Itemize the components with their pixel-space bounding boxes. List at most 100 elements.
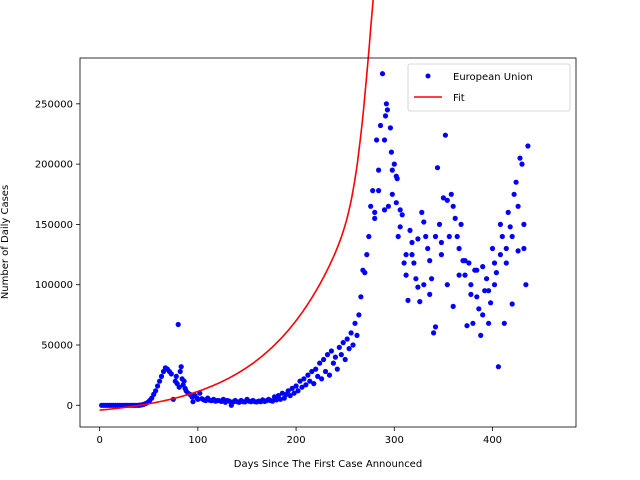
data-point (269, 398, 276, 404)
data-point (397, 224, 403, 230)
data-point (358, 294, 364, 300)
x-tick-label: 100 (188, 435, 207, 446)
data-point (348, 330, 354, 336)
data-point (440, 195, 446, 201)
data-point (332, 354, 338, 360)
data-point (456, 272, 462, 278)
data-point (432, 324, 439, 330)
data-point (315, 373, 321, 379)
data-point (421, 282, 427, 288)
data-point (491, 260, 498, 266)
data-point (403, 272, 409, 278)
data-point (503, 260, 509, 266)
data-point (173, 373, 179, 379)
data-point (413, 276, 419, 282)
data-point (382, 113, 389, 119)
data-point (366, 233, 372, 240)
data-point (346, 346, 352, 352)
data-point (397, 207, 403, 213)
data-point (421, 219, 427, 225)
data-point (155, 383, 161, 389)
data-point (525, 143, 531, 149)
data-point (466, 260, 472, 266)
data-point (387, 125, 393, 131)
data-point (444, 197, 450, 203)
data-point (168, 371, 174, 377)
data-point (393, 200, 399, 206)
data-point (177, 368, 183, 375)
data-point (299, 384, 305, 390)
data-point (415, 284, 421, 290)
data-point (175, 321, 181, 328)
x-tick-label: 200 (287, 435, 306, 446)
data-point (438, 239, 444, 246)
legend-frame (407, 63, 571, 112)
data-point (438, 252, 444, 258)
data-point (226, 398, 232, 404)
data-point (285, 388, 291, 394)
data-point (427, 291, 433, 297)
data-point (486, 288, 492, 294)
data-point (417, 299, 423, 305)
data-point (334, 366, 340, 372)
data-point (362, 270, 368, 276)
data-point (374, 137, 380, 143)
data-point (501, 320, 507, 326)
data-point (444, 282, 450, 288)
data-point (486, 320, 492, 326)
data-point (394, 176, 400, 182)
data-point (376, 167, 382, 173)
data-point (328, 348, 334, 354)
data-point (389, 191, 395, 197)
data-point (384, 107, 390, 113)
data-point (307, 378, 313, 384)
data-point (464, 323, 470, 329)
data-point (493, 270, 499, 276)
fit-line (99, 0, 374, 411)
data-point (484, 276, 490, 282)
data-point (176, 384, 182, 390)
legend-label-fit: Fit (453, 93, 465, 104)
y-axis-ticks: 0 50000 100000 150000 200000 250000 (35, 99, 80, 412)
data-point (178, 364, 184, 370)
data-point (491, 282, 498, 288)
data-point (476, 306, 482, 312)
data-point (279, 390, 285, 396)
data-point (344, 336, 350, 342)
data-point (432, 233, 439, 240)
data-point (519, 161, 525, 167)
x-axis-label: Days Since The First Case Announced (234, 459, 422, 470)
data-point (319, 376, 325, 382)
data-point (407, 227, 413, 233)
data-point (324, 352, 331, 358)
data-point (289, 385, 295, 391)
data-point (389, 167, 395, 173)
data-point (190, 399, 196, 405)
plot-area (99, 0, 531, 411)
data-point (462, 272, 468, 278)
data-point (488, 300, 494, 306)
data-point (415, 236, 421, 242)
data-point (521, 221, 527, 227)
data-point (509, 301, 515, 307)
data-point (354, 332, 360, 338)
data-point (330, 360, 336, 366)
data-point (305, 372, 311, 378)
data-point (395, 233, 401, 240)
data-point (195, 396, 201, 402)
data-point (313, 366, 319, 372)
data-point (409, 239, 415, 246)
data-point (377, 122, 384, 129)
axes-frame (79, 57, 577, 428)
data-point (303, 382, 309, 388)
data-point (385, 203, 391, 209)
data-point (423, 233, 429, 240)
x-tick-label: 400 (483, 435, 502, 446)
y-tick-label: 0 (67, 401, 73, 412)
y-tick-label: 100000 (35, 280, 73, 291)
data-point (497, 221, 503, 227)
data-point (515, 203, 521, 209)
data-point (322, 368, 329, 375)
data-point (372, 215, 378, 221)
